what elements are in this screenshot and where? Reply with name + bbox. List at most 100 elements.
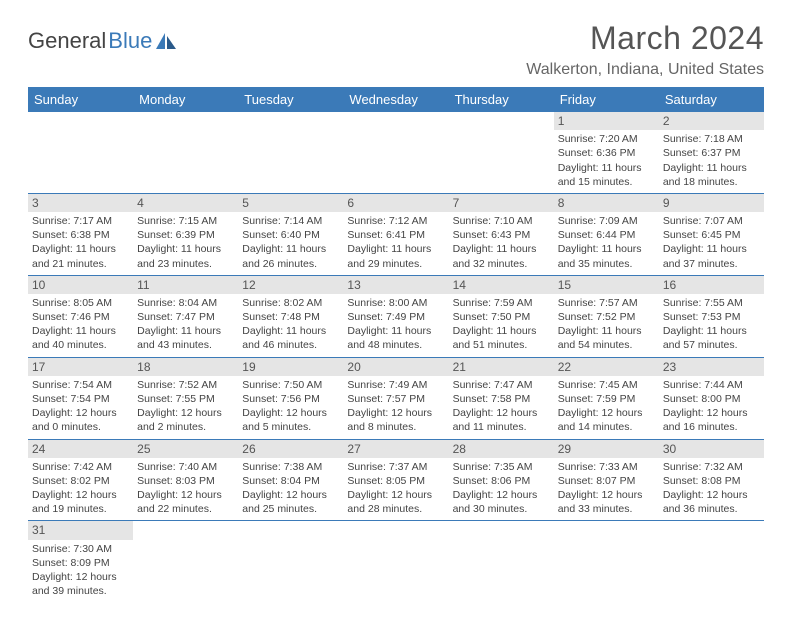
- day-number: 14: [449, 276, 554, 294]
- daylight-line: Daylight: 12 hours and 8 minutes.: [347, 406, 444, 434]
- sunset-line: Sunset: 8:08 PM: [663, 474, 760, 488]
- sunrise-line: Sunrise: 7:10 AM: [453, 214, 550, 228]
- sunrise-line: Sunrise: 7:54 AM: [32, 378, 129, 392]
- sunrise-line: Sunrise: 7:33 AM: [558, 460, 655, 474]
- calendar-cell: 5Sunrise: 7:14 AMSunset: 6:40 PMDaylight…: [238, 193, 343, 275]
- calendar-cell: 15Sunrise: 7:57 AMSunset: 7:52 PMDayligh…: [554, 275, 659, 357]
- calendar-cell: 4Sunrise: 7:15 AMSunset: 6:39 PMDaylight…: [133, 193, 238, 275]
- sunset-line: Sunset: 6:44 PM: [558, 228, 655, 242]
- sunrise-line: Sunrise: 7:14 AM: [242, 214, 339, 228]
- sunrise-line: Sunrise: 7:40 AM: [137, 460, 234, 474]
- day-number: 13: [343, 276, 448, 294]
- sunset-line: Sunset: 8:04 PM: [242, 474, 339, 488]
- daylight-line: Daylight: 11 hours and 18 minutes.: [663, 161, 760, 189]
- daylight-line: Daylight: 12 hours and 22 minutes.: [137, 488, 234, 516]
- sunset-line: Sunset: 7:57 PM: [347, 392, 444, 406]
- sunrise-line: Sunrise: 7:37 AM: [347, 460, 444, 474]
- sunset-line: Sunset: 8:05 PM: [347, 474, 444, 488]
- title-block: March 2024 Walkerton, Indiana, United St…: [526, 20, 764, 79]
- calendar-cell: [343, 521, 448, 602]
- daylight-line: Daylight: 12 hours and 16 minutes.: [663, 406, 760, 434]
- daylight-line: Daylight: 12 hours and 39 minutes.: [32, 570, 129, 598]
- sunrise-line: Sunrise: 7:45 AM: [558, 378, 655, 392]
- sunset-line: Sunset: 7:55 PM: [137, 392, 234, 406]
- day-number: 28: [449, 440, 554, 458]
- sunset-line: Sunset: 6:41 PM: [347, 228, 444, 242]
- sunset-line: Sunset: 6:38 PM: [32, 228, 129, 242]
- sunset-line: Sunset: 6:45 PM: [663, 228, 760, 242]
- day-number: 8: [554, 194, 659, 212]
- logo-word1: General: [28, 28, 106, 54]
- header-row: GeneralBlue March 2024 Walkerton, Indian…: [28, 20, 764, 79]
- sunset-line: Sunset: 7:46 PM: [32, 310, 129, 324]
- daylight-line: Daylight: 12 hours and 0 minutes.: [32, 406, 129, 434]
- sunrise-line: Sunrise: 7:15 AM: [137, 214, 234, 228]
- sunset-line: Sunset: 7:52 PM: [558, 310, 655, 324]
- day-number: 30: [659, 440, 764, 458]
- day-header: Friday: [554, 87, 659, 112]
- calendar-cell: [133, 112, 238, 193]
- calendar-cell: 9Sunrise: 7:07 AMSunset: 6:45 PMDaylight…: [659, 193, 764, 275]
- calendar-cell: 30Sunrise: 7:32 AMSunset: 8:08 PMDayligh…: [659, 439, 764, 521]
- calendar-cell: [28, 112, 133, 193]
- calendar-cell: 3Sunrise: 7:17 AMSunset: 6:38 PMDaylight…: [28, 193, 133, 275]
- sunrise-line: Sunrise: 7:52 AM: [137, 378, 234, 392]
- calendar-week-row: 24Sunrise: 7:42 AMSunset: 8:02 PMDayligh…: [28, 439, 764, 521]
- calendar-week-row: 3Sunrise: 7:17 AMSunset: 6:38 PMDaylight…: [28, 193, 764, 275]
- calendar-cell: 12Sunrise: 8:02 AMSunset: 7:48 PMDayligh…: [238, 275, 343, 357]
- sunset-line: Sunset: 7:58 PM: [453, 392, 550, 406]
- day-header: Wednesday: [343, 87, 448, 112]
- calendar-cell: 6Sunrise: 7:12 AMSunset: 6:41 PMDaylight…: [343, 193, 448, 275]
- sunset-line: Sunset: 8:09 PM: [32, 556, 129, 570]
- sunrise-line: Sunrise: 7:38 AM: [242, 460, 339, 474]
- sunset-line: Sunset: 6:37 PM: [663, 146, 760, 160]
- day-number: 7: [449, 194, 554, 212]
- calendar-cell: 8Sunrise: 7:09 AMSunset: 6:44 PMDaylight…: [554, 193, 659, 275]
- location-text: Walkerton, Indiana, United States: [526, 61, 764, 79]
- daylight-line: Daylight: 11 hours and 37 minutes.: [663, 242, 760, 270]
- day-number: 20: [343, 358, 448, 376]
- daylight-line: Daylight: 11 hours and 48 minutes.: [347, 324, 444, 352]
- calendar-cell: [449, 112, 554, 193]
- sunset-line: Sunset: 7:47 PM: [137, 310, 234, 324]
- day-number: 12: [238, 276, 343, 294]
- day-number: 3: [28, 194, 133, 212]
- calendar-week-row: 1Sunrise: 7:20 AMSunset: 6:36 PMDaylight…: [28, 112, 764, 193]
- day-number: 15: [554, 276, 659, 294]
- sunset-line: Sunset: 8:00 PM: [663, 392, 760, 406]
- day-number: 26: [238, 440, 343, 458]
- day-number: 25: [133, 440, 238, 458]
- daylight-line: Daylight: 11 hours and 32 minutes.: [453, 242, 550, 270]
- calendar-cell: 26 Sunrise: 7:38 AMSunset: 8:04 PMDayligh…: [238, 439, 343, 521]
- daylight-line: Daylight: 12 hours and 25 minutes.: [242, 488, 339, 516]
- logo: GeneralBlue: [28, 28, 176, 54]
- sunrise-line: Sunrise: 7:42 AM: [32, 460, 129, 474]
- sunset-line: Sunset: 6:39 PM: [137, 228, 234, 242]
- calendar-cell: 29Sunrise: 7:33 AMSunset: 8:07 PMDayligh…: [554, 439, 659, 521]
- calendar-cell: 17Sunrise: 7:54 AMSunset: 7:54 PMDayligh…: [28, 357, 133, 439]
- sunset-line: Sunset: 6:40 PM: [242, 228, 339, 242]
- calendar-cell: [659, 521, 764, 602]
- sunset-line: Sunset: 8:07 PM: [558, 474, 655, 488]
- daylight-line: Daylight: 12 hours and 36 minutes.: [663, 488, 760, 516]
- daylight-line: Daylight: 12 hours and 14 minutes.: [558, 406, 655, 434]
- calendar-week-row: 17Sunrise: 7:54 AMSunset: 7:54 PMDayligh…: [28, 357, 764, 439]
- calendar-cell: 23Sunrise: 7:44 AMSunset: 8:00 PMDayligh…: [659, 357, 764, 439]
- sunrise-line: Sunrise: 7:59 AM: [453, 296, 550, 310]
- sunrise-line: Sunrise: 8:05 AM: [32, 296, 129, 310]
- calendar-cell: 28Sunrise: 7:35 AMSunset: 8:06 PMDayligh…: [449, 439, 554, 521]
- sunrise-line: Sunrise: 8:02 AM: [242, 296, 339, 310]
- sunset-line: Sunset: 8:02 PM: [32, 474, 129, 488]
- sunrise-line: Sunrise: 7:07 AM: [663, 214, 760, 228]
- day-header: Saturday: [659, 87, 764, 112]
- day-number: 17: [28, 358, 133, 376]
- day-number: 11: [133, 276, 238, 294]
- calendar-cell: [133, 521, 238, 602]
- calendar-cell: 25Sunrise: 7:40 AMSunset: 8:03 PMDayligh…: [133, 439, 238, 521]
- daylight-line: Daylight: 11 hours and 43 minutes.: [137, 324, 234, 352]
- day-header: Thursday: [449, 87, 554, 112]
- daylight-line: Daylight: 11 hours and 40 minutes.: [32, 324, 129, 352]
- sunset-line: Sunset: 7:59 PM: [558, 392, 655, 406]
- calendar-cell: 1Sunrise: 7:20 AMSunset: 6:36 PMDaylight…: [554, 112, 659, 193]
- calendar-cell: [554, 521, 659, 602]
